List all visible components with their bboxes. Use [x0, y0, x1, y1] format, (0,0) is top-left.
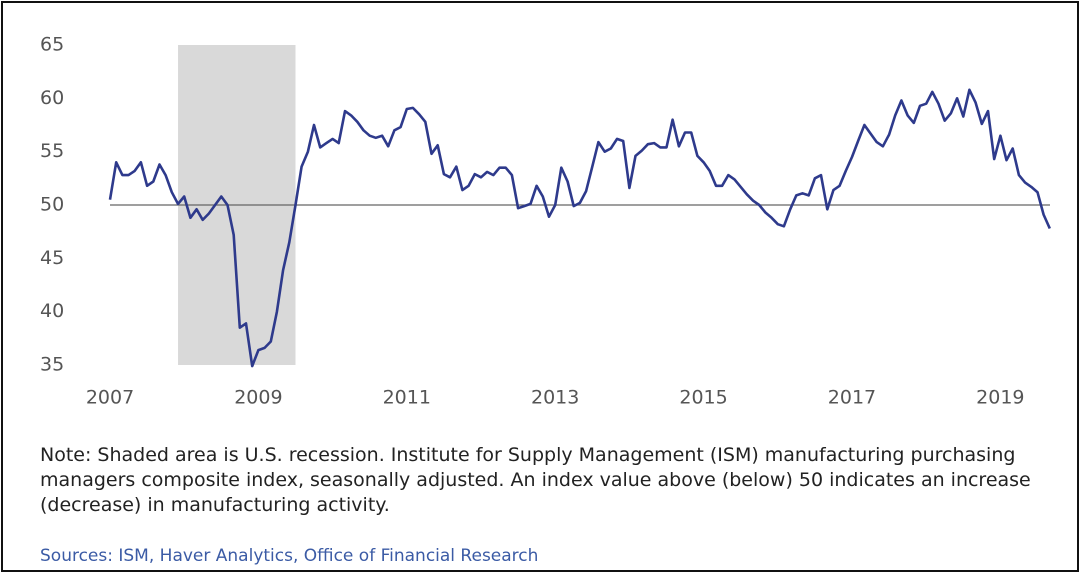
note: Note: Shaded area is U.S. recession. Ins… [40, 444, 1031, 516]
x-tick-label: 2009 [234, 387, 282, 409]
y-tick-label: 55 [40, 140, 64, 162]
y-tick-label: 60 [40, 87, 64, 109]
pmi-line [108, 88, 1051, 368]
x-tick-label: 2019 [976, 387, 1024, 409]
y-tick-label: 40 [40, 300, 64, 322]
sources: Sources: ISM, Haver Analytics, Office of… [40, 546, 539, 566]
chart: 35 40 45 50 55 60 65 2007 2009 2011 2013 2015 2017 20… [40, 34, 1051, 409]
y-tick-label: 45 [40, 247, 64, 269]
x-tick-label: 2011 [383, 387, 431, 409]
y-tick-label: 35 [40, 354, 64, 376]
x-tick-label: 2017 [828, 387, 876, 409]
y-tick-label: 50 [40, 194, 64, 216]
x-tick-label: 2007 [86, 387, 134, 409]
y-tick-label: 65 [40, 34, 64, 56]
x-tick-label: 2015 [679, 387, 727, 409]
x-tick-label: 2013 [531, 387, 579, 409]
